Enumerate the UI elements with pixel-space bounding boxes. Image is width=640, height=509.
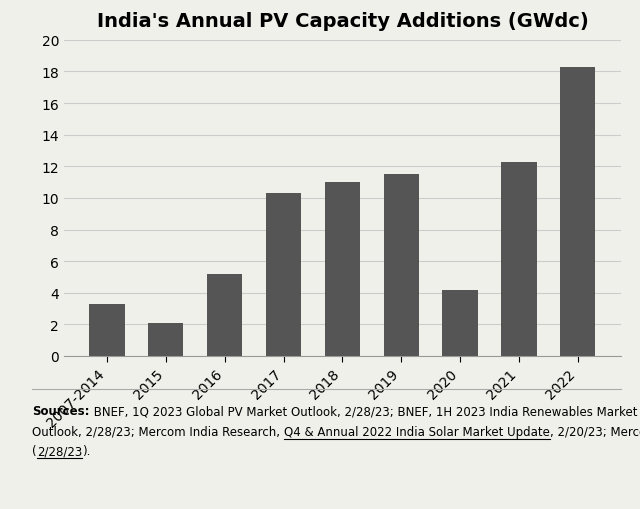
- Text: (: (: [32, 444, 36, 457]
- Bar: [383, 175, 419, 356]
- Text: , 2/20/23; Mercom: , 2/20/23; Mercom: [550, 425, 640, 438]
- Bar: [442, 290, 478, 356]
- Bar: [148, 323, 184, 356]
- Bar: [90, 304, 125, 356]
- Text: Sources:: Sources:: [32, 405, 90, 417]
- Text: ).: ).: [82, 444, 90, 457]
- Bar: [501, 162, 536, 356]
- Text: BNEF, 1Q 2023 Global PV Market Outlook, 2/28/23; BNEF, 1H 2023 India Renewables : BNEF, 1Q 2023 Global PV Market Outlook, …: [90, 405, 637, 417]
- Text: Q4 & Annual 2022 India Solar Market Update: Q4 & Annual 2022 India Solar Market Upda…: [284, 425, 550, 438]
- Bar: [207, 274, 243, 356]
- Text: 2/28/23: 2/28/23: [36, 444, 82, 457]
- Bar: [560, 68, 595, 356]
- Text: Outlook, 2/28/23; Mercom India Research,: Outlook, 2/28/23; Mercom India Research,: [32, 425, 284, 438]
- Title: India's Annual PV Capacity Additions (GWdc): India's Annual PV Capacity Additions (GW…: [97, 12, 588, 31]
- Bar: [324, 183, 360, 356]
- Bar: [266, 194, 301, 356]
